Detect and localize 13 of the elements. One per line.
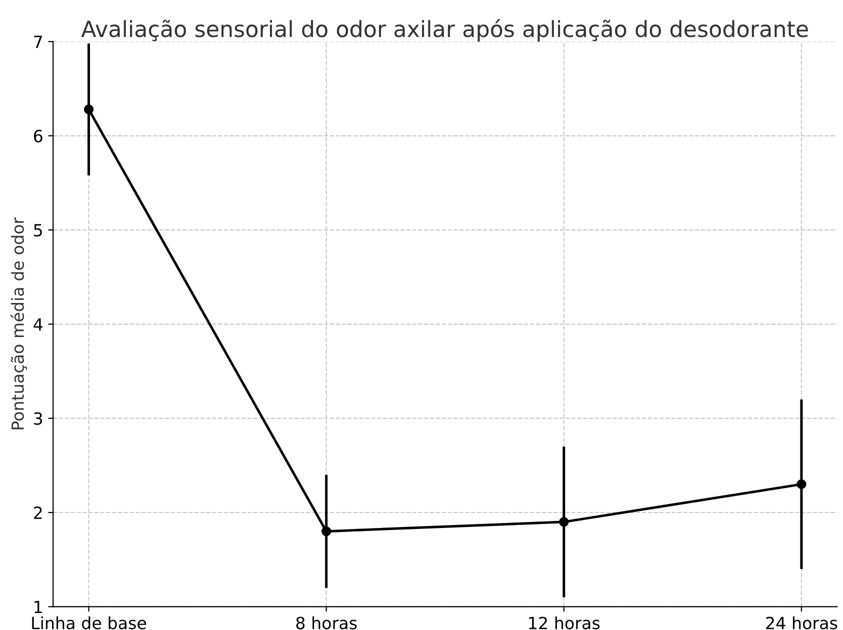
y-tick-label: 3 [34, 412, 42, 425]
x-tick-label: 8 horas [296, 616, 357, 630]
y-tick-label: 7 [34, 36, 42, 48]
y-tick-label: 2 [34, 506, 42, 519]
y-tick-label: 1 [34, 600, 42, 614]
x-tick-label: Linha de base [32, 616, 146, 630]
x-tick-label: 24 horas [766, 616, 838, 630]
x-tick-label: 12 horas [529, 616, 600, 630]
y-tick-label: 5 [34, 224, 42, 237]
chart-title: Avaliação sensorial do odor axilar após aplicação do desodorante [81, 19, 808, 42]
y-tick-label: 6 [34, 130, 42, 142]
y-axis-title: Pontuação média de odor [10, 217, 27, 430]
y-tick-label: 4 [34, 318, 42, 330]
